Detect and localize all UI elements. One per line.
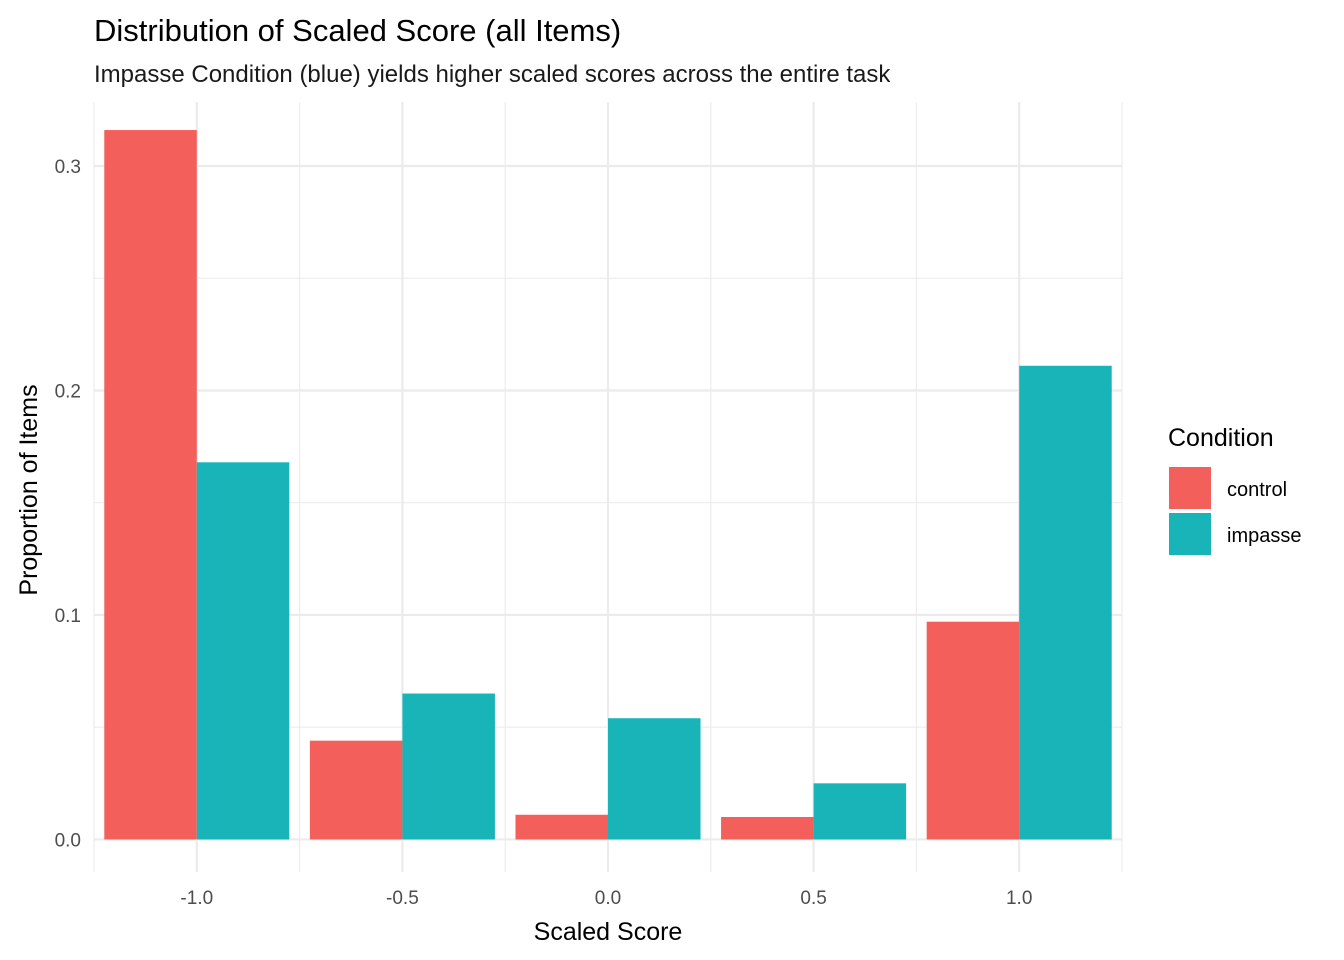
legend-key-control <box>1169 467 1211 509</box>
x-tick-label: 1.0 <box>1006 888 1032 909</box>
x-axis-ticks: -1.0 -0.5 0.0 0.5 1.0 <box>180 888 1032 909</box>
x-tick-label: 0.0 <box>595 888 621 909</box>
legend-label-impasse: impasse <box>1227 525 1301 547</box>
chart-title: Distribution of Scaled Score (all Items) <box>94 13 621 48</box>
x-axis-title: Scaled Score <box>534 918 683 946</box>
y-tick-label: 0.1 <box>55 606 81 627</box>
legend-label-control: control <box>1227 479 1287 501</box>
y-axis-ticks: 0.0 0.1 0.2 0.3 <box>55 157 81 851</box>
bar-control-1.0 <box>926 621 1020 840</box>
bar-impasse-1.0 <box>1019 365 1112 840</box>
bars <box>104 130 1112 840</box>
x-tick-label: 0.5 <box>800 888 826 909</box>
bar-impasse-0.0 <box>608 718 701 840</box>
bar-impasse--1.0 <box>196 462 290 840</box>
bar-control--0.5 <box>309 740 403 840</box>
bar-impasse-0.5 <box>813 783 907 840</box>
bar-control-0.0 <box>515 814 608 840</box>
legend-key-impasse <box>1169 513 1211 555</box>
legend-title: Condition <box>1168 424 1274 452</box>
bar-impasse--0.5 <box>402 693 495 840</box>
x-tick-label: -0.5 <box>386 888 419 909</box>
bar-control--1.0 <box>104 130 197 840</box>
y-tick-label: 0.3 <box>55 157 81 178</box>
y-tick-label: 0.2 <box>55 381 81 402</box>
legend: Condition control impasse <box>1168 424 1301 555</box>
bar-control-0.5 <box>721 817 814 840</box>
x-tick-label: -1.0 <box>180 888 213 909</box>
y-axis-title: Proportion of Items <box>15 384 43 595</box>
chart-subtitle: Impasse Condition (blue) yields higher s… <box>94 61 891 88</box>
y-tick-label: 0.0 <box>55 830 81 851</box>
